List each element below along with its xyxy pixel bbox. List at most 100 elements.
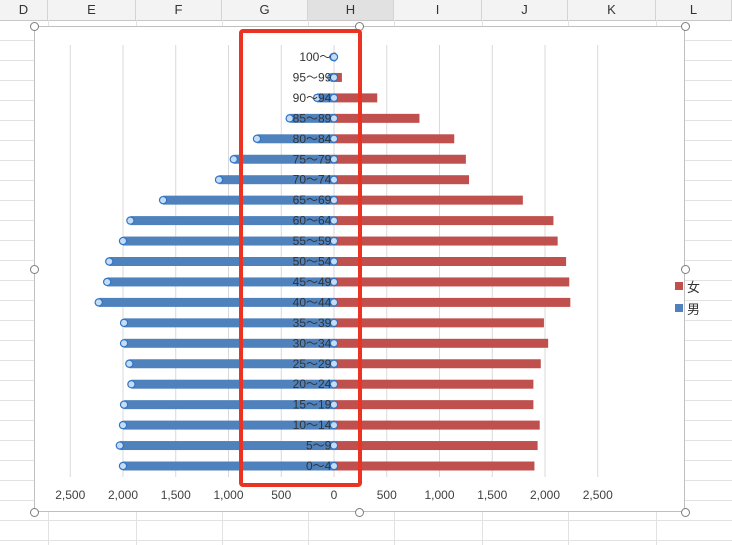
bar-selection-handle-19-0[interactable] [115,441,125,450]
column-header-i[interactable]: I [394,0,482,20]
bar-selection-handle-20-0[interactable] [118,461,128,471]
bar-female-8[interactable] [334,216,554,226]
bar-selection-handle-10-1[interactable] [329,257,339,266]
column-header-k[interactable]: K [568,0,656,20]
bar-female-13[interactable] [334,318,544,328]
bar-selection-handle-17-1[interactable] [329,400,339,409]
column-header-l[interactable]: L [656,0,732,20]
bar-selection-handle-7-1[interactable] [329,195,339,205]
bar-female-17[interactable] [334,400,534,410]
bar-selection-handle-5-1[interactable] [329,155,339,164]
bar-male-13[interactable] [124,318,335,328]
chart-resize-handle-3[interactable] [29,264,39,274]
bar-male-18[interactable] [123,420,334,430]
bar-selection-handle-15-0[interactable] [125,359,134,368]
bar-selection-handle-7-0[interactable] [158,195,168,205]
chart-resize-handle-7[interactable] [680,507,690,517]
column-header-e[interactable]: E [48,0,136,20]
bar-male-7[interactable] [163,195,334,205]
bar-selection-handle-18-1[interactable] [329,420,339,430]
bar-female-14[interactable] [334,338,549,348]
bar-male-11[interactable] [107,277,334,287]
chart-resize-handle-5[interactable] [29,507,39,517]
bar-female-20[interactable] [334,461,535,471]
legend-item-male[interactable]: 男 [675,297,700,319]
chart-resize-handle-6[interactable] [354,507,364,517]
bar-male-15[interactable] [129,359,334,369]
population-pyramid-chart[interactable]: 100〜 95〜99 90〜94 85〜89 80〜84 75〜79 70〜74 65〜69 6… [35,27,686,513]
bar-male-2[interactable] [317,93,334,103]
chart-resize-handle-4[interactable] [680,264,690,274]
bar-selection-handle-4-0[interactable] [252,134,262,144]
chart-resize-handle-0[interactable] [29,21,39,31]
column-header-h[interactable]: H [308,0,394,20]
bar-selection-handle-20-1[interactable] [329,461,339,471]
bar-selection-handle-15-1[interactable] [329,359,339,368]
bar-female-10[interactable] [334,257,567,266]
bar-female-12[interactable] [334,297,571,307]
bar-selection-handle-11-0[interactable] [102,277,112,287]
bar-selection-handle-18-0[interactable] [118,420,128,430]
bar-male-5[interactable] [233,154,334,164]
bar-selection-handle-11-1[interactable] [329,277,339,287]
legend[interactable]: 女 男 [675,275,700,319]
bar-selection-handle-14-0[interactable] [119,339,129,348]
bar-selection-handle-2-0[interactable] [312,93,322,103]
bar-male-17[interactable] [124,400,335,410]
bar-male-20[interactable] [123,461,334,471]
bar-female-2[interactable] [334,93,378,103]
bar-selection-handle-0-1[interactable] [329,52,339,62]
column-header-d[interactable]: D [0,0,48,20]
bar-male-4[interactable] [256,134,334,144]
bar-male-14[interactable] [124,338,335,348]
bar-selection-handle-6-0[interactable] [214,175,224,184]
bar-female-6[interactable] [334,175,470,185]
bar-male-8[interactable] [130,216,334,226]
bar-selection-handle-12-0[interactable] [94,298,103,307]
bar-selection-handle-6-1[interactable] [329,175,339,184]
bar-selection-handle-5-0[interactable] [229,155,238,164]
column-header-f[interactable]: F [136,0,222,20]
bar-selection-handle-4-1[interactable] [329,134,339,144]
bar-male-3[interactable] [289,113,334,123]
bar-selection-handle-3-1[interactable] [329,114,339,123]
bar-male-10[interactable] [109,257,334,266]
bar-female-5[interactable] [334,154,466,164]
bar-selection-handle-12-1[interactable] [329,298,339,307]
bar-selection-handle-8-1[interactable] [329,216,339,225]
bar-female-9[interactable] [334,236,558,246]
bar-female-19[interactable] [334,441,538,451]
chart-resize-handle-2[interactable] [680,21,690,31]
bar-selection-handle-13-0[interactable] [119,318,129,328]
bar-selection-handle-19-1[interactable] [329,441,339,450]
bar-male-12[interactable] [98,297,334,307]
bar-selection-handle-10-0[interactable] [105,257,114,266]
bar-selection-handle-14-1[interactable] [329,339,339,348]
bar-female-16[interactable] [334,379,534,389]
bar-selection-handle-2-1[interactable] [329,93,339,103]
bar-selection-handle-9-0[interactable] [118,236,128,246]
bar-selection-handle-8-0[interactable] [126,216,135,225]
bar-female-11[interactable] [334,277,570,287]
bar-female-4[interactable] [334,134,455,144]
bar-male-19[interactable] [119,441,335,451]
bar-selection-handle-1-1[interactable] [329,73,339,82]
bar-female-18[interactable] [334,420,540,430]
bar-selection-handle-3-0[interactable] [285,114,294,123]
bar-selection-handle-13-1[interactable] [329,318,339,328]
legend-item-female[interactable]: 女 [675,275,700,297]
bar-male-9[interactable] [123,236,334,246]
bar-selection-handle-16-0[interactable] [127,380,136,389]
column-header-g[interactable]: G [222,0,308,20]
bar-female-15[interactable] [334,359,541,369]
bar-female-3[interactable] [334,113,420,123]
bar-selection-handle-17-0[interactable] [119,400,129,409]
bar-male-16[interactable] [131,379,334,389]
x-tick-label-7: 1,000 [424,488,454,502]
bar-selection-handle-16-1[interactable] [329,380,339,389]
bar-selection-handle-9-1[interactable] [329,236,339,246]
bar-female-7[interactable] [334,195,523,205]
column-header-j[interactable]: J [482,0,568,20]
bar-male-6[interactable] [219,175,334,185]
